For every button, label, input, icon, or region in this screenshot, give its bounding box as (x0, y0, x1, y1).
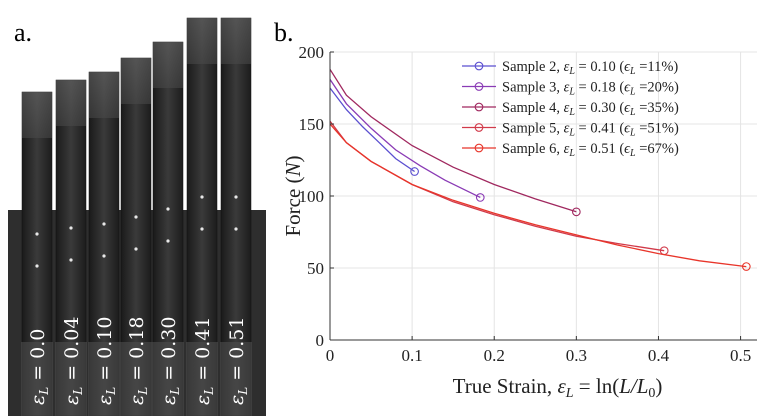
strain-label: εL = 0.18 (126, 317, 150, 405)
y-axis-label: Force (N) (281, 155, 305, 236)
series-end-marker-2 (475, 193, 485, 202)
x-tick-label: 0 (326, 346, 335, 365)
series-end-marker-5 (741, 262, 751, 271)
specimen-clamp-area (221, 18, 251, 64)
specimen-grip (220, 342, 252, 416)
legend-marker-3 (474, 102, 484, 112)
specimen-clamp-area (187, 18, 217, 64)
series-end-marker-3 (571, 207, 581, 217)
gauge-dot (102, 254, 106, 258)
legend-entry-5: Sample 6, εL = 0.51 (ϵL =67%) (502, 141, 679, 159)
series-end-marker-1 (410, 167, 419, 176)
gauge-dot (134, 215, 138, 219)
strain-label: εL = 0.10 (94, 317, 118, 405)
gauge-dot (102, 222, 106, 226)
gauge-dot (166, 239, 170, 243)
gauge-dot (35, 264, 39, 268)
gauge-dot (200, 195, 204, 199)
specimen-clamp-area (153, 42, 183, 88)
panel-label-b: b. (274, 18, 294, 47)
gauge-dot (69, 258, 73, 262)
panel-label-a: a. (14, 18, 33, 47)
y-tick-label: 150 (299, 115, 325, 134)
strain-label: εL = 0.41 (192, 317, 216, 405)
specimen-clamp-area (89, 72, 119, 118)
specimen-clamp-area (56, 80, 86, 126)
gauge-dot (134, 247, 138, 251)
legend-entry-3: Sample 4, εL = 0.30 (ϵL =35%) (502, 100, 679, 118)
gauge-dot (69, 226, 73, 230)
specimen-clamp-area (22, 92, 52, 138)
specimen-photo: εL = 0.0 εL = 0.04 εL = 0.10 εL = 0.18 εL = … (8, 17, 266, 416)
legend-marker-1 (474, 61, 484, 71)
specimen-grip (21, 342, 53, 416)
specimen-grip (88, 342, 120, 416)
series-line-1 (329, 87, 415, 173)
x-tick-label: 0.3 (566, 346, 587, 365)
x-tick-label: 0.4 (648, 346, 670, 365)
x-tick-label: 0.2 (484, 346, 505, 365)
specimen-grip (120, 342, 152, 416)
gauge-dot (200, 227, 204, 231)
specimen-clamp-area (121, 58, 151, 104)
x-axis-label: True Strain, εL = ln(L/L0) (453, 374, 663, 401)
legend-entry-2: Sample 3, εL = 0.18 (ϵL =20%) (502, 80, 679, 98)
legend-entry-1: Sample 2, εL = 0.10 (ϵL =11%) (502, 59, 678, 77)
legend-marker-2 (474, 82, 484, 91)
y-tick-label: 50 (307, 259, 324, 278)
strain-label: εL = 0.51 (226, 317, 250, 405)
y-tick-label: 0 (316, 331, 325, 350)
gauge-dot (35, 232, 39, 236)
y-tick-label: 100 (299, 187, 325, 206)
specimen-grip (186, 342, 218, 416)
specimen-grip (152, 342, 184, 416)
series-line-2 (329, 79, 481, 198)
legend-entry-4: Sample 5, εL = 0.41 (ϵL =51%) (502, 121, 679, 139)
series-line-5 (329, 123, 747, 268)
legend-marker-4 (474, 123, 484, 132)
strain-label: εL = 0.30 (158, 317, 182, 405)
strain-label: εL = 0.0 (27, 329, 51, 405)
series-line-3 (329, 68, 577, 213)
gauge-dot (166, 207, 170, 211)
y-tick-label: 200 (299, 43, 325, 62)
legend-marker-5 (474, 143, 484, 153)
strain-label: εL = 0.04 (61, 317, 85, 405)
specimen-grip (55, 342, 87, 416)
gauge-dot (234, 195, 238, 199)
x-tick-label: 0.1 (401, 346, 422, 365)
x-tick-label: 0.5 (730, 346, 751, 365)
force-strain-chart: 0 0.1 0.2 0.3 0.4 0.5 0 50 100 150 200 Sample 2, ε… (281, 43, 757, 401)
gauge-dot (234, 227, 238, 231)
